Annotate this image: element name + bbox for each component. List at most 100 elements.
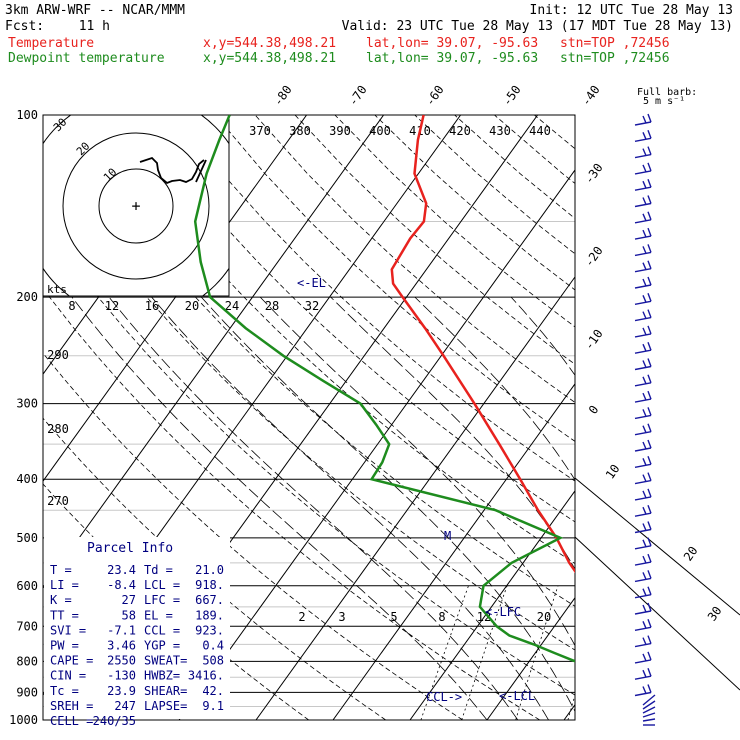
wind-barb: [634, 333, 652, 338]
mixing-ratio-label: 8: [438, 610, 445, 624]
wind-barb-feather: [647, 227, 652, 237]
isotherm-label: 20: [681, 544, 701, 564]
wind-barb: [634, 235, 652, 240]
wind-barb-feather: [647, 113, 652, 123]
wind-barb-feather: [647, 586, 652, 595]
wind-barb-feather: [647, 276, 652, 286]
parcel-info-cell: 3.46: [107, 639, 136, 653]
pressure-label-800: 800: [16, 654, 38, 668]
temperature-line: [390, 115, 575, 574]
parcel-info-cell: 58: [122, 608, 136, 622]
hodograph-storm-marker: [195, 159, 207, 183]
mixing-ratio-label: 20: [537, 610, 551, 624]
theta-label: 430: [489, 124, 511, 138]
wind-barb-feather: [642, 311, 647, 319]
moist-adiabat: [510, 296, 575, 376]
wind-barb-feather: [647, 407, 652, 416]
dry-adiabat: [175, 115, 575, 482]
wind-barb-feather: [647, 570, 652, 579]
temperature-line-latlon: lat,lon= 39.07, -95.63: [366, 36, 538, 51]
wind-barb-feather: [647, 325, 652, 335]
dry-adiabat: [43, 417, 386, 720]
wind-barb-feather: [647, 619, 652, 628]
pressure-label-200: 200: [16, 290, 38, 304]
theta-label: 390: [329, 124, 351, 138]
init-time: Init: 12 UTC Tue 28 May 13: [530, 3, 734, 18]
wind-barbs: [634, 113, 656, 726]
wind-barb-feather: [647, 439, 652, 449]
wind-barb: [642, 700, 656, 710]
el-annotation: <-EL: [297, 276, 326, 290]
wind-barb-feather: [647, 260, 652, 269]
pressure-label-900: 900: [16, 685, 38, 699]
parcel-info-cell: PW =: [50, 639, 79, 653]
mixing-ratio-label: 3: [338, 610, 345, 624]
wind-barb-feather: [642, 588, 647, 596]
wind-barb-feather: [642, 164, 647, 173]
theta-e-label: 290: [47, 348, 69, 362]
wind-barb-feather: [642, 197, 647, 205]
wind-barb-feather: [647, 651, 652, 661]
mixing-ratio-label: 5: [390, 610, 397, 624]
dry-adiabat: [454, 115, 575, 219]
wind-barb-feather: [647, 162, 652, 172]
parcel-info-cell: 918.: [195, 578, 224, 592]
wind-barb: [634, 251, 652, 257]
sounding-annotations: <-EL <-LFC <-LCL CCL-> M: [297, 276, 535, 704]
isotherm-label: 30: [705, 604, 725, 624]
parcel-info-cell: -8.4: [107, 578, 136, 592]
wind-barb-feather: [647, 146, 652, 155]
dry-adiabat: [614, 115, 740, 720]
wind-barb-feather: [647, 423, 652, 432]
isotherm: [409, 489, 575, 720]
isotherm-label: -60: [423, 83, 447, 109]
lfc-annotation: <-LFC: [485, 605, 521, 619]
wind-barb: [634, 268, 652, 273]
dry-adiabat: [43, 352, 463, 720]
wind-barb-feather: [642, 213, 647, 222]
wind-barb-feather: [647, 472, 652, 481]
moist-adiabat: [693, 297, 740, 720]
wind-barb-feather: [642, 572, 647, 580]
diagram-edge: [574, 536, 740, 691]
mixing-ratio-line: [677, 586, 710, 720]
wind-barb: [634, 447, 652, 452]
parcel-info-cell: Td =: [144, 563, 173, 577]
hodograph: + 10 20 30 kts: [42, 114, 230, 297]
isotherm: [641, 115, 740, 720]
pressure-label-1000: 1000: [9, 713, 38, 727]
wind-barb-feather: [647, 635, 652, 644]
wind-barb-feather: [642, 360, 647, 368]
parcel-info-cell: SHEAR=: [144, 684, 187, 698]
hodo-speed-label: 16: [145, 299, 159, 313]
mixing-ratio-label: 12: [477, 610, 491, 624]
moist-adiabat: [259, 296, 575, 647]
hodo-speed-label: 20: [185, 299, 199, 313]
wind-barb: [642, 706, 656, 714]
isotherm: [43, 115, 308, 482]
wind-barb-feather: [642, 539, 647, 548]
parcel-info-cell: CCL =: [144, 623, 180, 637]
wind-barb-feather: [642, 458, 647, 466]
wind-barb: [642, 712, 656, 718]
wind-barb-feather: [642, 376, 647, 385]
diagram-edge: [574, 477, 740, 616]
hodograph-trace: [139, 156, 205, 185]
wind-barb: [634, 365, 652, 371]
wind-barb-feather: [642, 621, 647, 629]
wind-barb-feather: [647, 130, 652, 139]
pressure-label-600: 600: [16, 579, 38, 593]
fcst-value: 11 h: [79, 19, 110, 34]
hodo-speed-label: 28: [265, 299, 279, 313]
wind-barb: [634, 121, 652, 126]
isotherm-label: 0: [586, 403, 602, 417]
theta-label: 370: [249, 124, 271, 138]
header: 3km ARW-WRF -- NCAR/MMM Init: 12 UTC Tue…: [5, 3, 733, 66]
theta-label: 400: [369, 124, 391, 138]
wind-barb: [634, 398, 652, 403]
dewpoint-line-latlon: lat,lon= 39.07, -95.63: [366, 51, 538, 66]
parcel-info-cell: SWEAT=: [144, 654, 187, 668]
dry-adiabat: [414, 115, 575, 255]
parcel-info-cell: 42.: [202, 684, 224, 698]
wind-barb-feather: [647, 390, 652, 400]
